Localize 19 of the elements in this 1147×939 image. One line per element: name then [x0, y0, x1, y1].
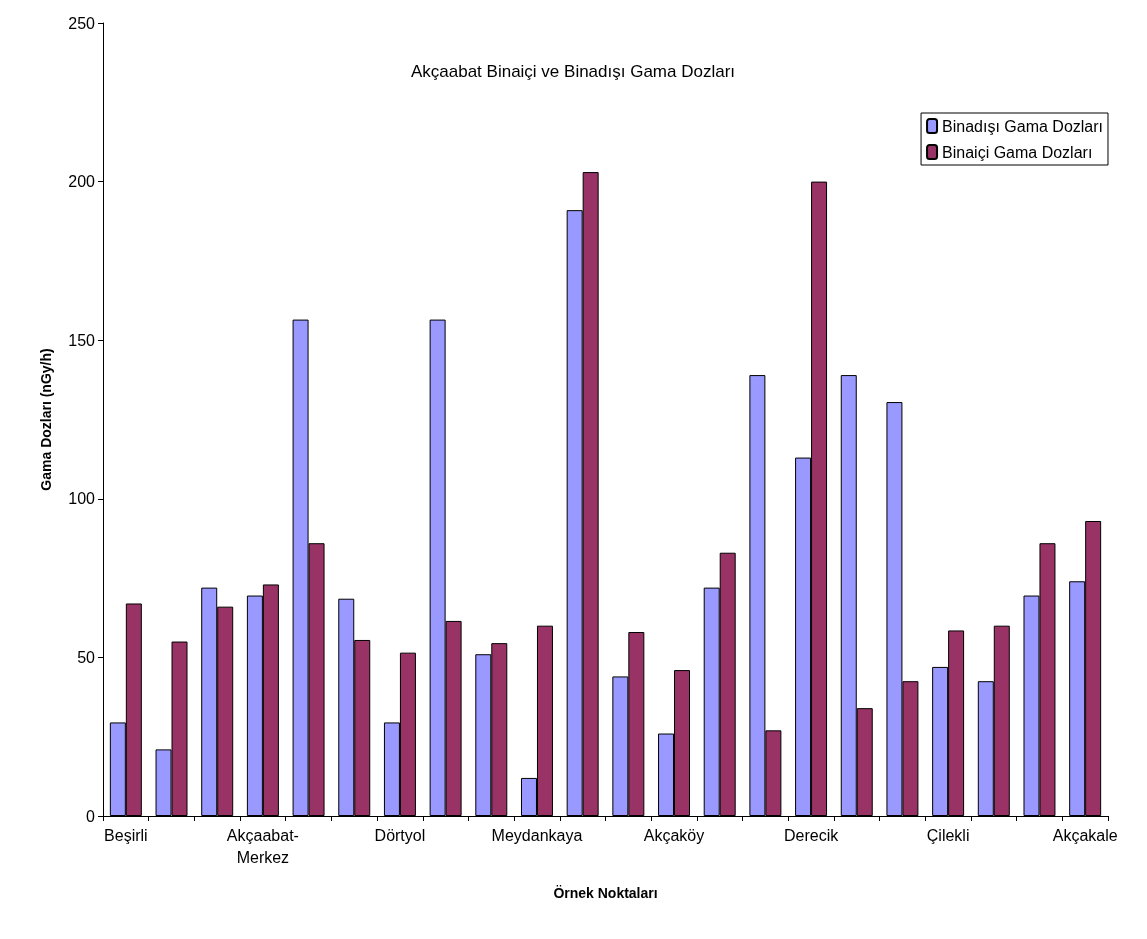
x-tick-label: Derecik — [783, 826, 840, 844]
y-tick-label: 50 — [77, 648, 96, 666]
x-tick-label: Akçakale — [1052, 826, 1118, 844]
y-tick-label: 0 — [86, 807, 96, 825]
x-axis-title: Örnek Noktaları — [553, 885, 658, 901]
legend-label: Binaiçi Gama Dozları — [942, 143, 1093, 161]
legend-label: Binadışı Gama Dozları — [942, 117, 1103, 135]
y-tick-label: 200 — [68, 173, 96, 191]
x-tick-label: Akçaköy — [643, 826, 705, 844]
y-tick-label: 100 — [68, 490, 96, 508]
x-tick-label: Akçaabat- Merkez — [226, 826, 299, 866]
y-tick-label: 250 — [68, 14, 96, 32]
x-tick-label: Meydankaya — [491, 826, 583, 844]
text: Akçaabat Binaiçi ve Binadışı Gama Dozları — [410, 62, 736, 81]
y-tick-label: 150 — [68, 331, 96, 349]
x-tick-label: Çilekli — [926, 826, 970, 844]
x-tick-label: Dörtyol — [374, 826, 426, 844]
y-axis-title: Gama Dozları (nGy/h) — [38, 348, 54, 491]
x-tick-label: Beşirli — [104, 826, 148, 844]
